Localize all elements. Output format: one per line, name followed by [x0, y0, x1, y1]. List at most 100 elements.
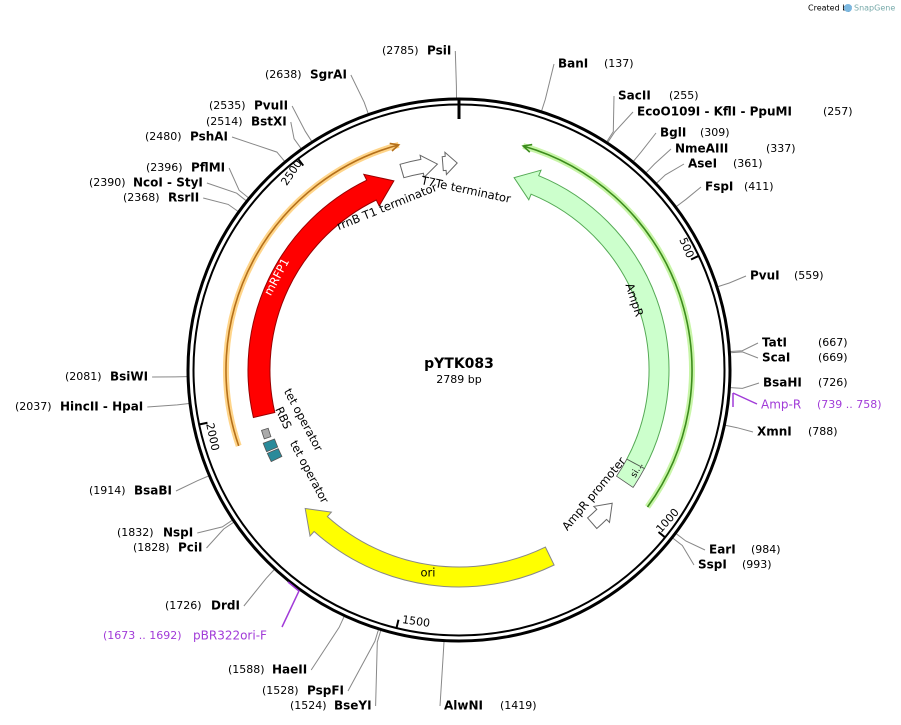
ori-arrow [304, 507, 555, 588]
site-position: (559) [794, 269, 824, 282]
primer-range: (739 .. 758) [817, 398, 882, 411]
site-name: SspI [698, 558, 727, 572]
primer-mark [281, 581, 300, 628]
ruler-label: 2000 [203, 422, 222, 452]
site-name: EcoO109I - KflI - PpuMI [637, 105, 792, 119]
sites [147, 50, 760, 707]
site-leader [656, 163, 685, 184]
site-leader [347, 629, 379, 692]
site-leader [717, 275, 747, 288]
site-name: PciI [178, 541, 203, 555]
site-position: (2037) [15, 400, 52, 413]
site-name: ScaI [762, 351, 790, 365]
site-leader [197, 519, 233, 534]
primer-name: pBR322ori-F [193, 629, 267, 643]
primer-mark [732, 392, 758, 407]
ampr-orf [522, 145, 693, 508]
site-name: FspI [705, 180, 733, 194]
site-leader [633, 132, 657, 162]
site-name: AlwNI [444, 699, 483, 713]
site-name: SacII [618, 89, 651, 103]
site-position: (337) [766, 142, 796, 155]
site-position: (1588) [228, 663, 265, 676]
site-leader [541, 63, 555, 112]
site-position: (669) [818, 351, 848, 364]
ruler-label: 500 [676, 236, 696, 260]
site-leader [350, 74, 369, 114]
site-name: BanI [558, 57, 588, 71]
site-leader [147, 403, 190, 408]
site-leader [175, 475, 209, 492]
site-position: (309) [700, 126, 730, 139]
site-name: EarI [709, 543, 736, 557]
backbone-outer [186, 97, 732, 643]
site-leader [375, 630, 382, 707]
watermark-logo [844, 4, 852, 12]
site-position: (1828) [133, 541, 170, 554]
site-leader [730, 351, 759, 359]
site-position: (1524) [290, 699, 327, 712]
site-position: (1528) [262, 684, 299, 697]
tet-operator-box [262, 438, 279, 453]
primer-name: Amp-R [761, 398, 801, 412]
site-position: (2514) [206, 115, 243, 128]
site-position: (255) [669, 89, 699, 102]
site-position: (2480) [145, 130, 182, 143]
site-leader [607, 111, 634, 143]
ampr-promoter-arrow [586, 502, 613, 530]
site-name: NspI [163, 526, 193, 540]
rbs-box [261, 427, 272, 440]
site-leader [231, 136, 285, 162]
ampr-orf-head [521, 143, 533, 153]
site-name: BglI [660, 126, 686, 140]
site-name: HaeII [272, 663, 307, 677]
site-position: (726) [818, 376, 848, 389]
site-position: (411) [744, 180, 774, 193]
features [223, 142, 696, 588]
site-leader [606, 95, 615, 142]
site-name: PflMI [191, 161, 225, 175]
ruler-tick [199, 421, 208, 426]
site-position: (2638) [265, 68, 302, 81]
site-position: (2368) [123, 191, 160, 204]
site-name: BstXI [251, 115, 287, 129]
site-leader [228, 167, 249, 199]
site-name: PshAI [190, 130, 228, 144]
feature-label: tet operator [287, 438, 332, 506]
mrfp1-arrow [247, 173, 395, 419]
mrfp1-orf [225, 144, 399, 447]
primer-range: (1673 .. 1692) [103, 629, 182, 642]
site-leader [675, 533, 706, 551]
ruler-tick [395, 619, 400, 628]
site-position: (2081) [65, 370, 102, 383]
site-position: (2535) [209, 99, 246, 112]
site-leader [206, 521, 234, 549]
feature-label: T7Te terminator [419, 173, 512, 206]
site-position: (2396) [146, 161, 183, 174]
rrnb-arrow [399, 154, 439, 179]
site-name: SgrAI [310, 68, 347, 82]
site-leader [454, 50, 457, 99]
site-position: (2390) [89, 176, 126, 189]
site-name: NcoI - StyI [133, 176, 203, 190]
site-name: PvuII [254, 99, 288, 113]
site-leader [203, 197, 239, 212]
site-leader [725, 424, 754, 433]
site-name: BsiWI [110, 370, 148, 384]
site-leader [730, 382, 760, 389]
watermark-brand: SnapGene [854, 4, 895, 13]
site-position: (1914) [89, 484, 126, 497]
site-name: BsaHI [763, 376, 802, 390]
site-position: (788) [808, 425, 838, 438]
site-name: NmeAIII [675, 142, 728, 156]
ruler-label: 1500 [401, 613, 431, 630]
site-name: PvuI [750, 269, 780, 283]
site-position: (1419) [500, 699, 537, 712]
site-position: (257) [823, 105, 853, 118]
site-name: BseYI [334, 699, 372, 713]
site-leader [730, 342, 759, 352]
site-position: (1726) [165, 599, 202, 612]
ruler-tick [690, 255, 699, 261]
site-leader [290, 121, 302, 149]
site-leader [645, 148, 672, 174]
